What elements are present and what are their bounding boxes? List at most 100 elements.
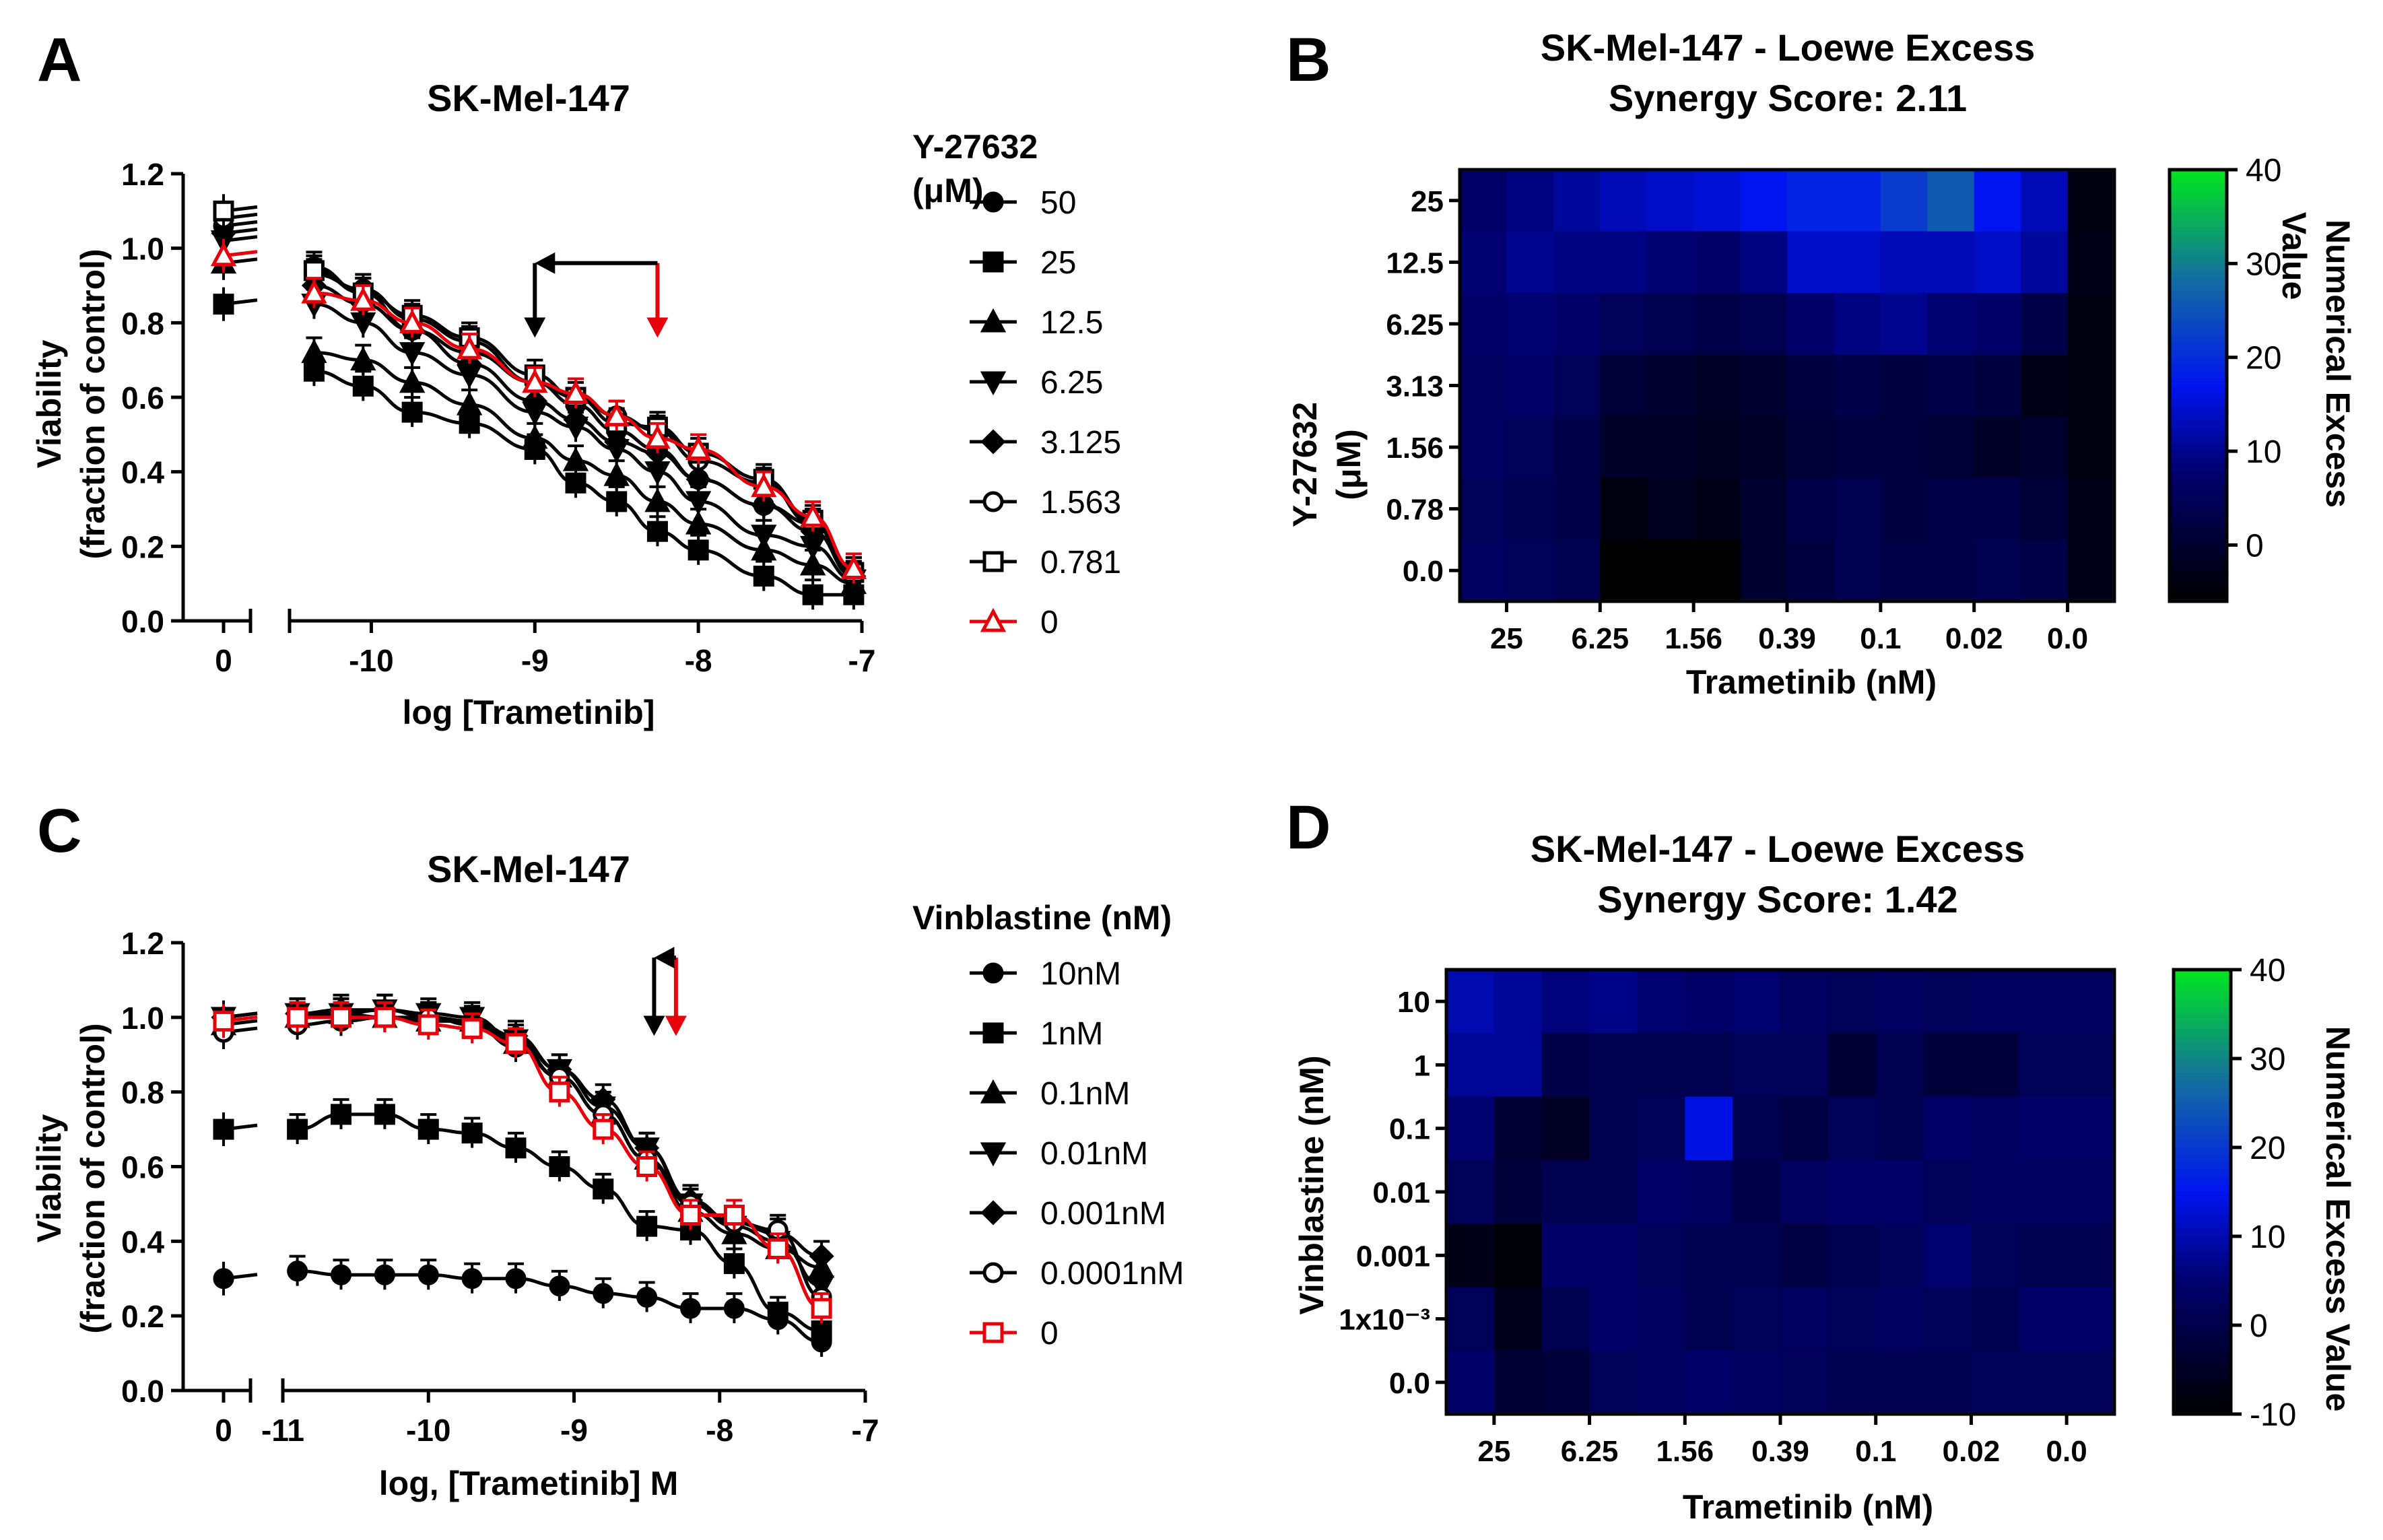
legend-entry: 6.25 (970, 365, 1103, 401)
colorbar-segment (2174, 1059, 2231, 1067)
heatmap-cell (1460, 539, 1508, 602)
heatmap-cell (1971, 1224, 2020, 1288)
colorbar-segment (2174, 1355, 2231, 1363)
heatmap-cell (1506, 170, 1554, 232)
colorbar-segment (2174, 1007, 2231, 1015)
colorbar-segment (2170, 558, 2227, 566)
colorbar-segment (2170, 364, 2227, 372)
fit-curve (297, 1011, 822, 1269)
heatmap-cell (1589, 1224, 1638, 1288)
heatmap-cell (1780, 970, 1829, 1034)
legend-entry: 0 (970, 605, 1059, 640)
x-tick-label: 0.02 (1945, 622, 2003, 655)
heatmap-cell (2067, 970, 2115, 1034)
heatmap-cell (1446, 1160, 1495, 1225)
heatmap-cell (1637, 970, 1686, 1034)
data-point (374, 1104, 395, 1125)
legend-label: 3.125 (1040, 425, 1121, 461)
colorbar-segment (2174, 1244, 2231, 1252)
y-tick-label: 0.8 (121, 306, 164, 341)
data-point (563, 407, 589, 432)
heatmap-cell (1460, 293, 1508, 356)
heatmap-cell (1974, 231, 2022, 294)
legend-label: 1.563 (1040, 485, 1121, 521)
panel-d-title-1: SK-Mel-147 - Loewe Excess (1531, 828, 2025, 870)
heatmap-cell (2067, 1224, 2115, 1288)
heatmap-cell (1780, 1033, 1829, 1098)
heatmap-cell (1685, 1350, 1734, 1415)
colorbar-segment (2170, 371, 2227, 379)
heatmap-cell (1880, 231, 1928, 294)
heatmap-cell (2067, 293, 2115, 356)
colorbar-segment (2174, 1207, 2231, 1215)
panel-c: C SK-Mel-147 Viability (fraction of cont… (30, 797, 1184, 1502)
heatmap-cell (1600, 170, 1648, 232)
legend-entry: 0.01nM (970, 1136, 1148, 1172)
heatmap-cell (2021, 416, 2069, 479)
heatmap-cell (1740, 231, 1788, 294)
data-point (374, 1264, 395, 1285)
heatmap-cell (1923, 1224, 1972, 1288)
heatmap-cell (1553, 170, 1601, 232)
x-tick-label: -11 (261, 1413, 304, 1448)
y-tick-label: 25 (1411, 185, 1444, 218)
heatmap-cell (1974, 170, 2022, 232)
colorbar-segment (2170, 436, 2227, 444)
colorbar-segment (2170, 313, 2227, 322)
heatmap-cell (1927, 293, 1975, 356)
heatmap-cell (1827, 1096, 1877, 1161)
colorbar-tick-label: 40 (2246, 153, 2281, 189)
colorbar-segment (2170, 335, 2227, 343)
panel-a: A SK-Mel-147 Viability (fraction of cont… (30, 26, 1121, 731)
colorbar-segment (2174, 1281, 2231, 1289)
fit-curve (314, 283, 854, 578)
y-tick-label: 0.4 (121, 1224, 164, 1259)
heatmap-cell (1693, 354, 1741, 417)
heatmap-cell (2019, 1350, 2068, 1415)
arrow-head (654, 947, 675, 969)
legend-marker (980, 1079, 1007, 1104)
heatmap-cell (1780, 1287, 1829, 1351)
heatmap-cell (1553, 477, 1601, 541)
data-point (522, 388, 547, 414)
heatmap-cell (2021, 477, 2069, 541)
legend-marker (980, 1200, 1006, 1226)
colorbar-segment (2174, 1096, 2231, 1104)
data-point (593, 1283, 614, 1304)
colorbar-segment (2174, 1170, 2231, 1178)
heatmap-cell (1460, 170, 1508, 232)
heatmap-cell (1834, 293, 1881, 356)
colorbar-segment (2170, 227, 2227, 236)
colorbar-segment (2174, 1236, 2231, 1244)
colorbar-segment (2174, 1081, 2231, 1089)
heatmap-cell (1685, 1096, 1734, 1161)
heatmap-cell (1875, 1160, 1924, 1225)
heatmap-cell (1827, 1287, 1877, 1351)
panel-letter-d: D (1286, 793, 1331, 862)
arrow-head (665, 1015, 687, 1036)
heatmap-cell (2019, 1033, 2068, 1098)
heatmap-cell (1927, 354, 1975, 417)
heatmap-cell (1923, 1287, 1972, 1351)
colorbar-segment (2170, 270, 2227, 279)
legend-entry: 0.0001nM (970, 1256, 1184, 1292)
colorbar-tick-label: 10 (2246, 434, 2281, 470)
legend-marker (982, 1262, 1004, 1283)
legend-label: 0.0001nM (1040, 1256, 1184, 1292)
colorbar-segment (2174, 984, 2231, 993)
colorbar-segment (2170, 551, 2227, 559)
legend-marker (982, 491, 1004, 512)
heatmap-cell (1733, 1350, 1781, 1415)
colorbar-segment (2174, 1140, 2231, 1148)
x-tick-label: 0.0 (2047, 622, 2088, 655)
colorbar-segment (2170, 421, 2227, 430)
data-point (636, 1215, 658, 1237)
legend-label: 0.1nM (1040, 1076, 1130, 1112)
heatmap-cell (2067, 1096, 2115, 1161)
heatmap-cell (1787, 477, 1835, 541)
colorbar-segment (2174, 1251, 2231, 1259)
legend-entry: 0.001nM (970, 1196, 1166, 1232)
colorbar-segment (2170, 486, 2227, 494)
y-tick-label: 0.2 (121, 529, 164, 564)
heatmap-cell (1834, 416, 1881, 479)
